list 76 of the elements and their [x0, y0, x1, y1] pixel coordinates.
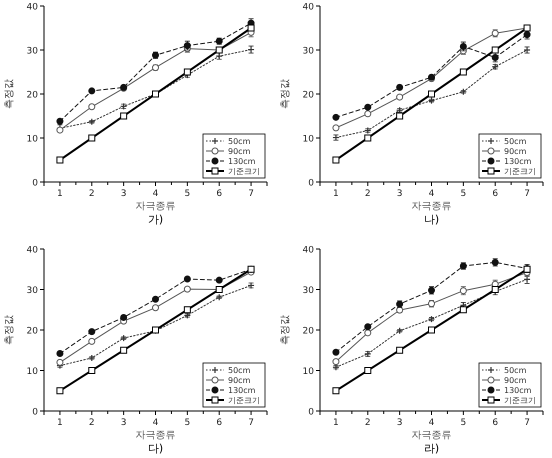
x-tick-label: 3 — [396, 418, 403, 428]
legend-label: 기준크기 — [504, 396, 536, 405]
text: 가) — [148, 213, 164, 226]
x-tick-label: 5 — [460, 418, 466, 428]
y-tick-label: 0 — [308, 178, 314, 188]
x-tick-label: 6 — [216, 418, 222, 428]
x-tick-label: 2 — [88, 418, 95, 428]
x-tick-label: 6 — [492, 418, 498, 428]
y-tick-label: 10 — [26, 134, 38, 144]
legend-label: 기준크기 — [228, 396, 260, 405]
y-tick-label: 20 — [26, 326, 38, 336]
legend-label: 130cm — [504, 157, 532, 166]
x-tick-label: 1 — [333, 189, 339, 199]
y-tick-label: 10 — [26, 367, 38, 377]
x-axis-title: 자극종류 — [136, 430, 176, 441]
text: 다) — [148, 442, 164, 455]
y-tick-label: 10 — [302, 134, 314, 144]
y-tick-label: 0 — [308, 408, 314, 418]
legend-label: 50cm — [228, 366, 251, 375]
y-tick-label: 30 — [26, 286, 38, 296]
y-tick-label: 30 — [302, 286, 314, 296]
y-axis-title: 측정값 — [280, 79, 291, 109]
x-tick-label: 3 — [396, 189, 403, 199]
y-tick-label: 0 — [32, 408, 38, 418]
y-tick-label: 20 — [26, 90, 38, 100]
y-tick-label: 40 — [302, 246, 314, 256]
text: 라) — [424, 442, 440, 455]
legend-label: 50cm — [504, 366, 527, 375]
x-tick-label: 7 — [524, 418, 530, 428]
x-tick-label: 5 — [184, 189, 190, 199]
x-tick-label: 4 — [152, 189, 159, 199]
legend-label: 기준크기 — [228, 167, 260, 176]
x-tick-label: 3 — [120, 418, 127, 428]
x-tick-label: 2 — [88, 189, 95, 199]
x-axis-title: 자극종류 — [412, 430, 452, 441]
x-tick-label: 4 — [428, 418, 435, 428]
x-tick-label: 6 — [216, 189, 222, 199]
x-tick-label: 1 — [57, 418, 63, 428]
x-axis-title: 자극종류 — [412, 201, 452, 212]
x-tick-label: 7 — [524, 189, 530, 199]
x-tick-label: 4 — [152, 418, 159, 428]
x-axis-title: 자극종류 — [136, 201, 176, 212]
y-axis-title: 측정값 — [4, 79, 15, 109]
legend-label: 90cm — [228, 147, 251, 156]
x-tick-label: 1 — [57, 189, 63, 199]
x-tick-label: 6 — [492, 189, 498, 199]
legend-label: 50cm — [228, 137, 251, 146]
x-tick-label: 2 — [364, 418, 371, 428]
x-tick-label: 5 — [460, 189, 466, 199]
y-tick-label: 40 — [26, 2, 38, 12]
x-tick-label: 1 — [333, 418, 339, 428]
text: 나) — [424, 213, 440, 226]
legend-label: 50cm — [504, 137, 527, 146]
y-tick-label: 10 — [302, 367, 314, 377]
x-tick-label: 5 — [184, 418, 190, 428]
legend-label: 기준크기 — [504, 167, 536, 176]
x-tick-label: 7 — [248, 189, 254, 199]
y-tick-label: 40 — [26, 246, 38, 256]
legend-label: 130cm — [504, 386, 532, 395]
y-tick-label: 40 — [302, 2, 314, 12]
y-tick-label: 20 — [302, 90, 314, 100]
y-tick-label: 30 — [26, 46, 38, 56]
legend-label: 90cm — [504, 376, 527, 385]
legend-label: 130cm — [228, 157, 256, 166]
x-tick-label: 3 — [120, 189, 127, 199]
y-tick-label: 0 — [32, 178, 38, 188]
x-tick-label: 4 — [428, 189, 435, 199]
y-tick-label: 20 — [302, 326, 314, 336]
legend-label: 90cm — [504, 147, 527, 156]
y-axis-title: 측정값 — [280, 315, 291, 345]
y-axis-title: 측정값 — [4, 315, 15, 345]
legend-label: 90cm — [228, 376, 251, 385]
legend-label: 130cm — [228, 386, 256, 395]
x-tick-label: 7 — [248, 418, 254, 428]
x-tick-label: 2 — [364, 189, 371, 199]
y-tick-label: 30 — [302, 46, 314, 56]
